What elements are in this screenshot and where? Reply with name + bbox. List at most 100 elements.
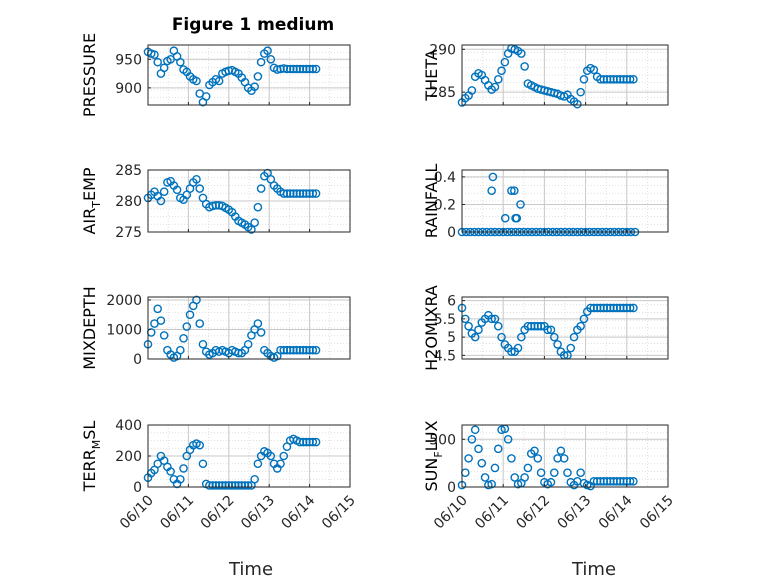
y-tick-label: 5 bbox=[447, 330, 456, 346]
data-point bbox=[302, 437, 311, 447]
y-tick-label: 900 bbox=[115, 81, 142, 97]
x-tick-label: 06/15 bbox=[637, 493, 677, 533]
data-point bbox=[549, 468, 559, 477]
data-point bbox=[153, 304, 162, 314]
y-tick-label: 0 bbox=[133, 480, 142, 496]
data-point bbox=[282, 64, 292, 74]
data-point bbox=[253, 202, 263, 212]
data-point bbox=[311, 437, 321, 447]
data-point bbox=[563, 468, 572, 477]
y-tick-label: 4.5 bbox=[434, 348, 456, 364]
data-point bbox=[285, 189, 295, 198]
subplot-6: 4.5 5 5.5 6 H2OMIXRA bbox=[422, 285, 669, 371]
data-point bbox=[279, 451, 289, 461]
subplot-5: 0 1000 2000 MIXDEPTH bbox=[80, 286, 351, 370]
data-point bbox=[516, 200, 525, 209]
data-point bbox=[464, 321, 473, 331]
data-point bbox=[298, 345, 308, 355]
data-point bbox=[500, 57, 510, 67]
data-point bbox=[253, 72, 263, 81]
data-point bbox=[576, 321, 585, 331]
data-point bbox=[198, 459, 208, 469]
data-point bbox=[517, 49, 526, 58]
y-tick-label: 5.5 bbox=[434, 312, 456, 328]
data-point bbox=[295, 437, 305, 447]
data-point bbox=[276, 64, 285, 74]
data-point bbox=[279, 64, 289, 73]
data-point bbox=[159, 187, 169, 196]
data-point bbox=[208, 481, 217, 490]
data-point bbox=[198, 339, 208, 349]
data-point bbox=[576, 468, 585, 477]
x-tick-label: 06/11 bbox=[472, 493, 512, 533]
data-point bbox=[279, 189, 289, 198]
data-point bbox=[243, 339, 253, 349]
data-point bbox=[185, 310, 195, 320]
axes-box bbox=[461, 424, 669, 488]
data-point bbox=[305, 64, 314, 74]
data-point bbox=[253, 459, 263, 469]
data-point bbox=[240, 481, 250, 490]
y-tick-label: 280 bbox=[115, 194, 142, 210]
y-tick-label: 0 bbox=[133, 352, 142, 368]
data-point bbox=[276, 459, 285, 469]
data-point bbox=[182, 322, 192, 331]
data-point bbox=[487, 186, 496, 195]
data-point bbox=[276, 345, 285, 355]
data-point bbox=[256, 57, 266, 67]
data-point bbox=[230, 481, 240, 490]
data-point bbox=[292, 189, 301, 198]
data-point bbox=[237, 481, 247, 490]
data-point bbox=[192, 295, 201, 305]
data-point bbox=[308, 189, 318, 198]
y-axis-label: H2OMIXRA bbox=[422, 285, 441, 371]
series-points bbox=[143, 168, 321, 234]
y-tick-label: 0.4 bbox=[434, 170, 456, 186]
data-point bbox=[298, 189, 308, 198]
data-point bbox=[176, 57, 185, 67]
data-point bbox=[629, 476, 638, 486]
data-point bbox=[263, 46, 272, 56]
y-tick-label: 950 bbox=[115, 52, 142, 68]
y-axis-label: THETA bbox=[422, 49, 441, 101]
y-axis-label: MIXDEPTH bbox=[80, 286, 99, 369]
y-tick-label: 200 bbox=[115, 449, 142, 465]
data-point bbox=[266, 54, 276, 64]
data-point bbox=[172, 185, 182, 195]
data-point bbox=[507, 347, 516, 357]
y-tick-label: 275 bbox=[115, 225, 142, 241]
subplot-1: 900 950 PRESSURE bbox=[80, 33, 351, 117]
data-point bbox=[480, 473, 490, 482]
data-point bbox=[292, 64, 301, 74]
data-point bbox=[487, 479, 496, 489]
data-point bbox=[302, 189, 311, 198]
y-tick-label: 0 bbox=[447, 225, 456, 241]
x-tick-label: 06/13 bbox=[555, 493, 595, 533]
data-point bbox=[295, 345, 305, 355]
axes-box bbox=[461, 44, 669, 106]
y-axis-label: AIRTEMP bbox=[80, 167, 103, 234]
subplot-3: 275 280 285 AIRTEMP bbox=[80, 163, 351, 241]
data-point bbox=[176, 474, 185, 484]
data-point bbox=[285, 64, 295, 74]
data-point bbox=[559, 454, 569, 463]
data-point bbox=[192, 76, 201, 86]
y-axis-label: PRESSURE bbox=[80, 33, 99, 117]
data-point bbox=[513, 343, 523, 353]
data-point bbox=[536, 321, 546, 331]
data-point bbox=[195, 184, 205, 193]
data-point bbox=[218, 481, 227, 490]
data-point bbox=[308, 345, 318, 355]
x-tick-label: 06/14 bbox=[596, 492, 636, 532]
data-point bbox=[467, 86, 477, 95]
data-point bbox=[573, 99, 582, 109]
data-point bbox=[490, 463, 500, 473]
x-tick-label: 06/12 bbox=[513, 493, 553, 533]
data-point bbox=[474, 325, 483, 335]
data-point bbox=[250, 474, 259, 484]
data-point bbox=[589, 65, 599, 75]
data-point bbox=[156, 196, 166, 206]
